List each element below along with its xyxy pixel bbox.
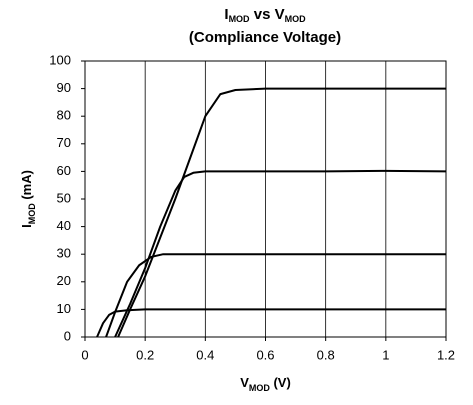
x-axis-label: VMOD (V)	[240, 375, 291, 393]
x-tick-label: 0.4	[196, 347, 214, 362]
y-axis-label: IMOD (mA)	[19, 170, 37, 228]
series-line	[114, 169, 447, 338]
subscript: MOD	[27, 203, 37, 224]
x-tick-label: 0.8	[317, 347, 335, 362]
text-part: vs V	[250, 6, 285, 23]
x-tick-label: 1.2	[437, 347, 455, 362]
chart-title: (Compliance Voltage)	[189, 29, 341, 46]
text-part: V	[240, 375, 249, 390]
y-tick-label: 50	[57, 190, 71, 205]
x-tick-label: 0	[81, 347, 88, 362]
text-part: (Compliance Voltage)	[189, 29, 341, 46]
text-part: I	[224, 6, 228, 23]
series-line	[117, 87, 446, 338]
y-tick-label: 60	[57, 163, 71, 178]
x-tick-label: 0.2	[136, 347, 154, 362]
subscript: MOD	[285, 14, 306, 24]
y-tick-label: 90	[57, 80, 71, 95]
y-tick-label: 30	[57, 246, 71, 261]
x-tick-label: 1	[382, 347, 389, 362]
y-tick-label: 70	[57, 135, 71, 150]
y-tick-label: 10	[57, 301, 71, 316]
y-tick-label: 80	[57, 108, 71, 123]
x-tick-label: 0.6	[256, 347, 274, 362]
y-tick-label: 100	[49, 52, 71, 67]
text-part: (V)	[270, 375, 291, 390]
text-part: I	[19, 224, 34, 228]
text-part: (mA)	[19, 170, 34, 203]
series-line	[105, 253, 446, 338]
y-tick-label: 0	[64, 328, 71, 343]
subscript: MOD	[249, 383, 270, 393]
series-line	[96, 308, 446, 338]
subscript: MOD	[229, 14, 250, 24]
chart-title: IMOD vs VMOD	[224, 6, 306, 24]
y-tick-label: 40	[57, 218, 71, 233]
y-tick-label: 20	[57, 273, 71, 288]
